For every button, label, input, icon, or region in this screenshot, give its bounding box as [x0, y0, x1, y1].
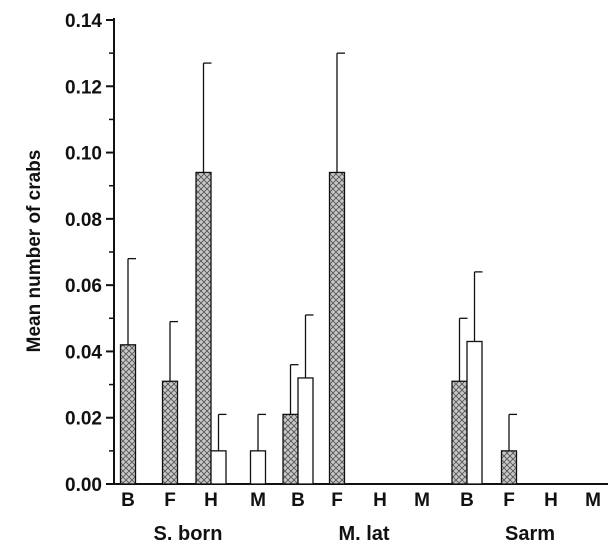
x-category-label: M: [250, 490, 266, 511]
y-tick-labels: 0.00 0.02 0.04 0.06 0.08 0.10 0.12 0.14: [65, 11, 102, 496]
hatched-bar: [161, 380, 179, 485]
x-category-label: H: [373, 490, 387, 511]
x-category-label: H: [544, 490, 558, 511]
open-bar: [210, 450, 227, 485]
y-tick-label: 0.14: [65, 11, 102, 32]
y-tick-label: 0.06: [65, 276, 102, 297]
x-category-label: F: [331, 490, 343, 511]
hatched-bar: [119, 344, 137, 485]
hatched-bar: [500, 450, 518, 485]
y-tick-label: 0.04: [65, 342, 102, 363]
open-bar: [297, 377, 314, 485]
bars: [119, 171, 518, 485]
open-bar: [249, 450, 267, 485]
x-category-label: M: [585, 490, 601, 511]
x-group-labels: S. born M. lat Sarm: [154, 523, 555, 545]
y-ticks: [106, 19, 114, 485]
hatched-bar: [195, 171, 212, 485]
y-axis-title: Mean number of crabs: [24, 150, 45, 353]
y-tick-label: 0.02: [65, 409, 102, 430]
open-bar: [466, 340, 483, 485]
x-category-label: H: [204, 490, 218, 511]
x-category-label: B: [121, 490, 135, 511]
y-tick-label: 0.12: [65, 77, 102, 98]
hatched-bar: [328, 171, 346, 485]
x-category-label: B: [291, 490, 305, 511]
y-tick-label: 0.00: [65, 475, 102, 496]
y-tick-label: 0.10: [65, 144, 102, 165]
x-group-label: S. born: [154, 523, 223, 545]
x-category-label: F: [503, 490, 515, 511]
x-category-label: B: [460, 490, 474, 511]
error-bars: [127, 52, 517, 451]
axes: [113, 18, 608, 485]
x-category-label: F: [164, 490, 176, 511]
y-tick-label: 0.08: [65, 210, 102, 231]
x-category-label: M: [414, 490, 430, 511]
x-group-label: M. lat: [338, 523, 389, 545]
hatched-bar: [451, 380, 468, 485]
hatched-bar: [282, 413, 299, 485]
x-group-label: Sarm: [505, 523, 555, 545]
